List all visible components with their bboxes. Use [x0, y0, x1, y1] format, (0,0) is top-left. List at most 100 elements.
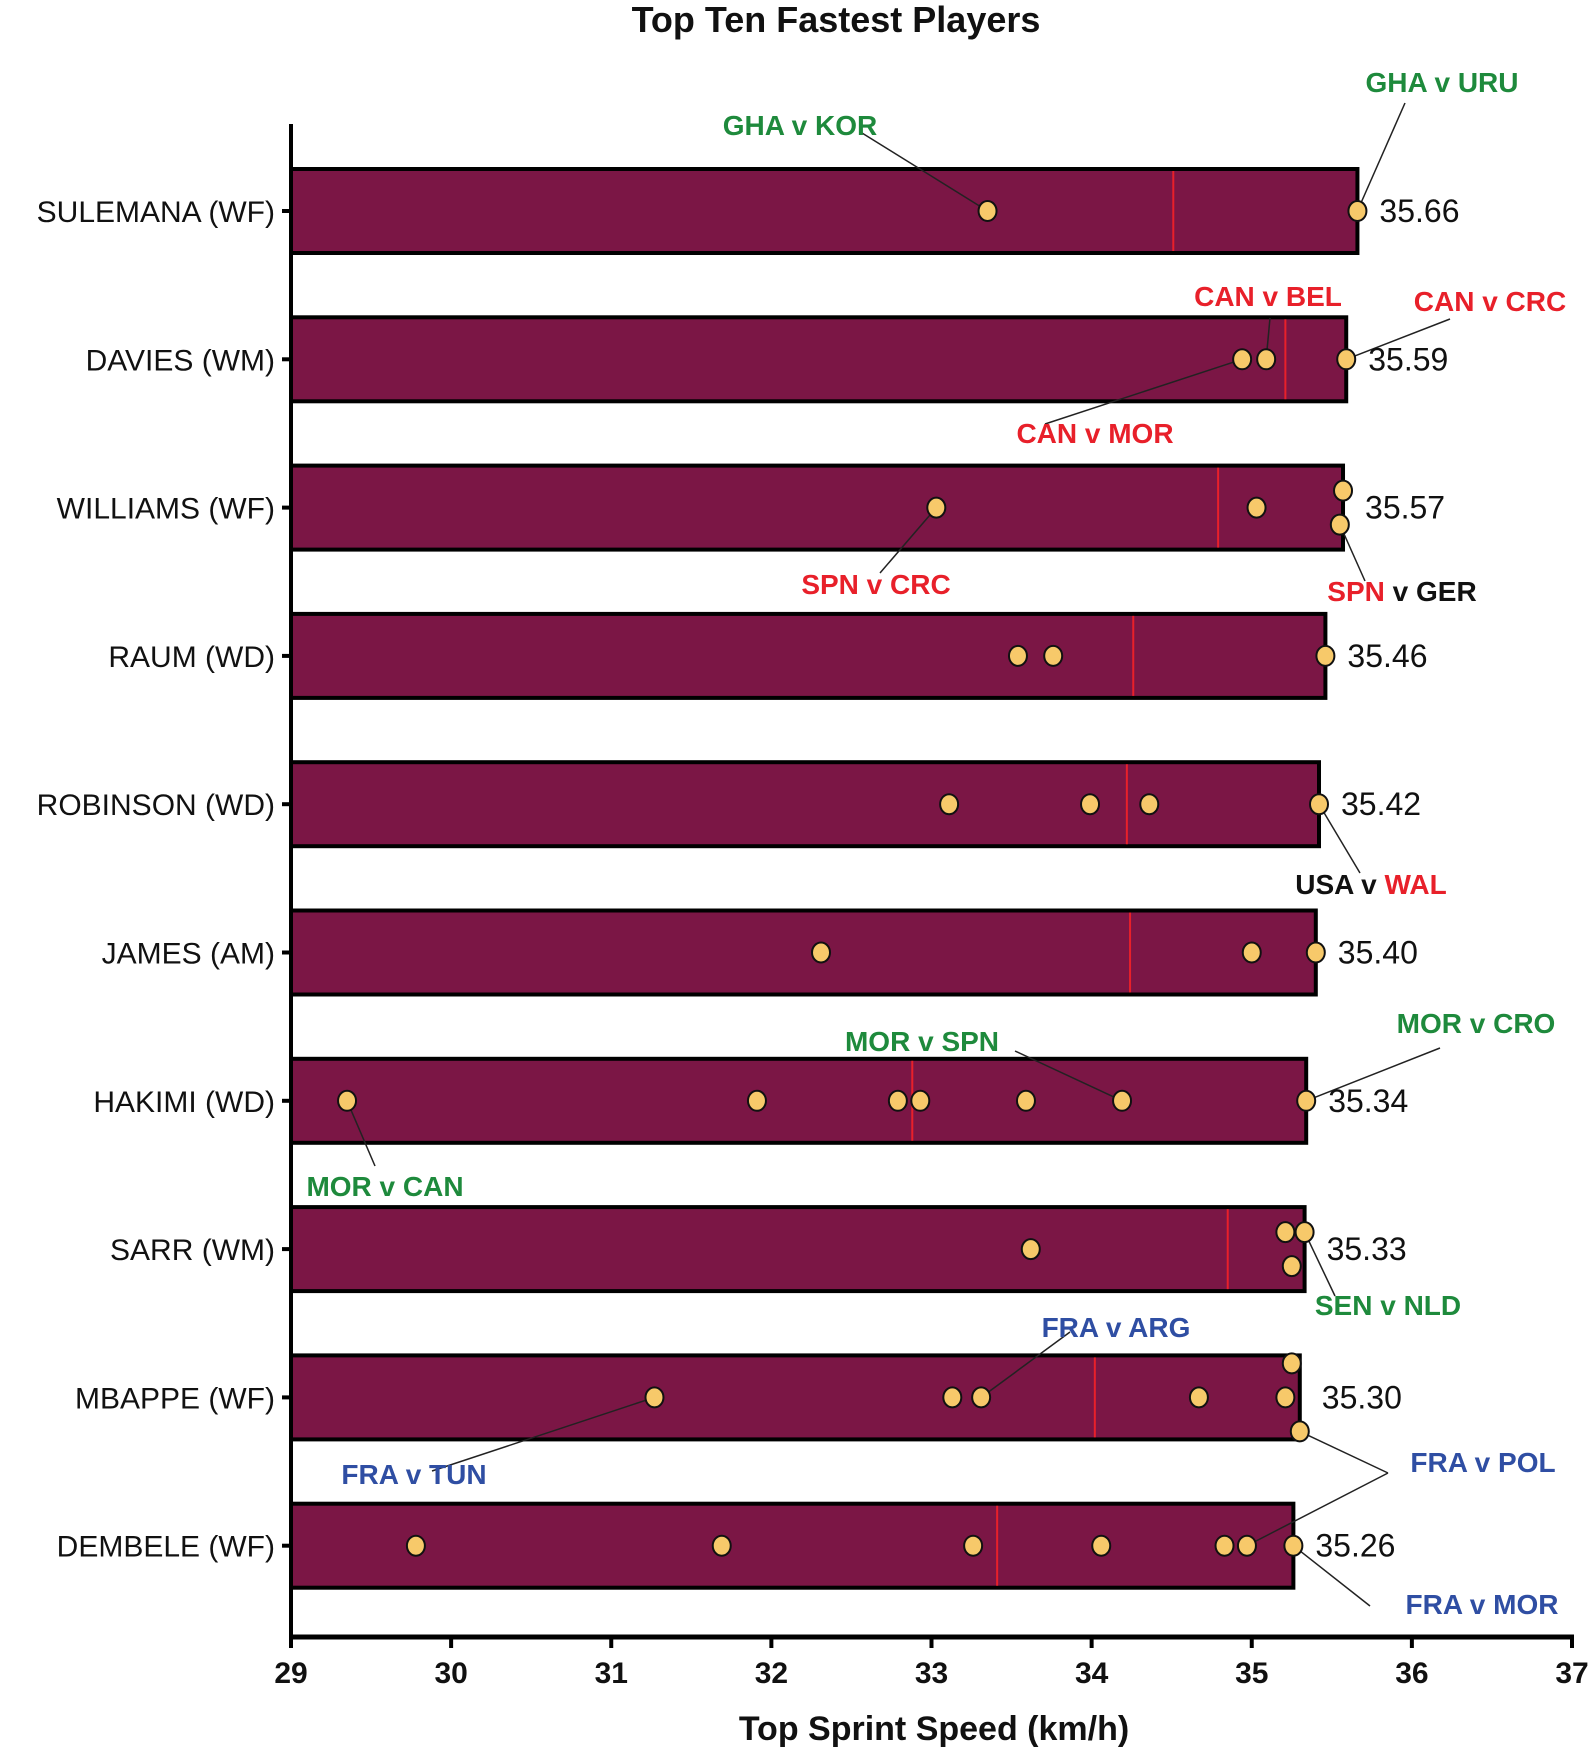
annotation-part: MOR v CAN	[306, 1171, 463, 1202]
match-point	[644, 1386, 665, 1409]
leader-line	[1318, 803, 1361, 874]
match-annotation: USA v WAL	[1295, 869, 1446, 900]
leader-line	[1014, 1050, 1123, 1102]
leader-line	[1299, 1430, 1389, 1474]
leader-line	[1356, 102, 1406, 212]
y-tick-label: MBAPPE (WF)	[75, 1382, 275, 1415]
x-tick-label: 36	[1395, 1657, 1428, 1690]
annotation-part: SEN v NLD	[1315, 1290, 1461, 1321]
match-point	[1309, 793, 1330, 816]
match-point	[1043, 644, 1064, 667]
value-label: 35.46	[1347, 638, 1427, 674]
leader-line	[346, 1100, 376, 1167]
annotation-part: WAL	[1385, 869, 1447, 900]
x-tick-label: 33	[915, 1657, 948, 1690]
annotation-part: MOR v SPN	[845, 1026, 999, 1057]
match-point	[1007, 644, 1028, 667]
match-point	[939, 793, 960, 816]
x-tick-label: 30	[434, 1657, 467, 1690]
match-annotation: FRA v MOR	[1406, 1589, 1559, 1620]
match-annotation: SPN v CRC	[801, 569, 950, 600]
match-point	[337, 1089, 358, 1112]
match-point	[1139, 793, 1160, 816]
match-point	[1296, 1089, 1317, 1112]
x-tick-label: 35	[1235, 1657, 1268, 1690]
annotation-part: USA v	[1295, 869, 1384, 900]
match-point	[711, 1534, 732, 1557]
annotation-part: CAN v CRC	[1414, 286, 1566, 317]
match-point	[971, 1386, 992, 1409]
match-annotation: GHA v KOR	[723, 110, 878, 141]
value-label: 35.33	[1327, 1231, 1407, 1267]
match-point	[1241, 941, 1262, 964]
annotation-part: CAN v BEL	[1194, 281, 1342, 312]
match-point	[1281, 1255, 1302, 1278]
match-point	[1020, 1238, 1041, 1261]
value-label: 35.30	[1322, 1379, 1402, 1415]
leader-line	[1345, 318, 1451, 360]
match-annotation: CAN v BEL	[1194, 281, 1342, 312]
x-axis-label: Top Sprint Speed (km/h)	[739, 1710, 1129, 1748]
value-label: 35.66	[1379, 193, 1459, 229]
x-tick-label: 32	[755, 1657, 788, 1690]
match-point	[1214, 1534, 1235, 1557]
bar	[289, 908, 1318, 997]
match-point	[1275, 1221, 1296, 1244]
bar	[289, 315, 1349, 404]
axes	[282, 124, 1574, 1648]
y-tick-label: ROBINSON (WD)	[37, 789, 275, 822]
match-point	[910, 1089, 931, 1112]
match-point	[1329, 513, 1350, 536]
match-point	[1015, 1089, 1036, 1112]
match-point	[1347, 200, 1368, 222]
leader-lines	[346, 102, 1451, 1607]
leader-line	[1305, 1047, 1441, 1102]
annotation-part: GHA v URU	[1366, 67, 1519, 98]
value-label: 35.57	[1365, 490, 1445, 526]
match-point	[1333, 479, 1354, 502]
match-point	[887, 1089, 908, 1112]
match-point	[811, 941, 832, 964]
match-point	[1188, 1386, 1209, 1409]
annotation-part: CAN v MOR	[1016, 418, 1173, 449]
y-tick-label: JAMES (AM)	[102, 938, 275, 971]
bar	[289, 760, 1322, 849]
leader-line	[1303, 1231, 1336, 1297]
y-tick-label: HAKIMI (WD)	[93, 1086, 275, 1119]
leader-line	[1292, 1545, 1371, 1607]
match-annotation: GHA v URU	[1366, 67, 1519, 98]
leader-line	[861, 132, 988, 212]
match-point	[1232, 348, 1253, 371]
annotation-part: MOR v CRO	[1397, 1008, 1556, 1039]
value-label: 35.59	[1368, 341, 1448, 377]
match-annotation: FRA v ARG	[1042, 1312, 1191, 1343]
match-point	[1281, 1352, 1302, 1375]
match-point	[1294, 1221, 1315, 1244]
match-point	[1305, 941, 1326, 964]
match-point	[1275, 1386, 1296, 1409]
match-annotation: FRA v POL	[1410, 1447, 1555, 1478]
value-label: 35.40	[1338, 935, 1418, 971]
match-annotation: SPN v GER	[1327, 576, 1476, 607]
value-label: 35.26	[1315, 1528, 1395, 1564]
leader-line	[980, 1331, 1071, 1399]
y-tick-label: SARR (WM)	[110, 1234, 275, 1267]
match-annotation: SEN v NLD	[1315, 1290, 1461, 1321]
match-point	[1289, 1420, 1310, 1443]
match-annotation: CAN v MOR	[1016, 418, 1173, 449]
leader-line	[1246, 1472, 1389, 1547]
annotation-part: FRA v ARG	[1042, 1312, 1191, 1343]
bars-layer	[289, 167, 1360, 1590]
match-annotation: MOR v CAN	[306, 1171, 463, 1202]
annotation-part: FRA v TUN	[341, 1459, 486, 1490]
y-tick-label: WILLIAMS (WF)	[57, 493, 275, 526]
match-point	[977, 200, 998, 222]
match-point	[926, 496, 947, 519]
annotation-part: GHA v KOR	[723, 110, 878, 141]
bar	[289, 611, 1328, 700]
match-annotation: MOR v SPN	[845, 1026, 999, 1057]
x-tick-label: 31	[595, 1657, 628, 1690]
annotation-part: SPN	[1327, 576, 1385, 607]
match-point	[963, 1534, 984, 1557]
